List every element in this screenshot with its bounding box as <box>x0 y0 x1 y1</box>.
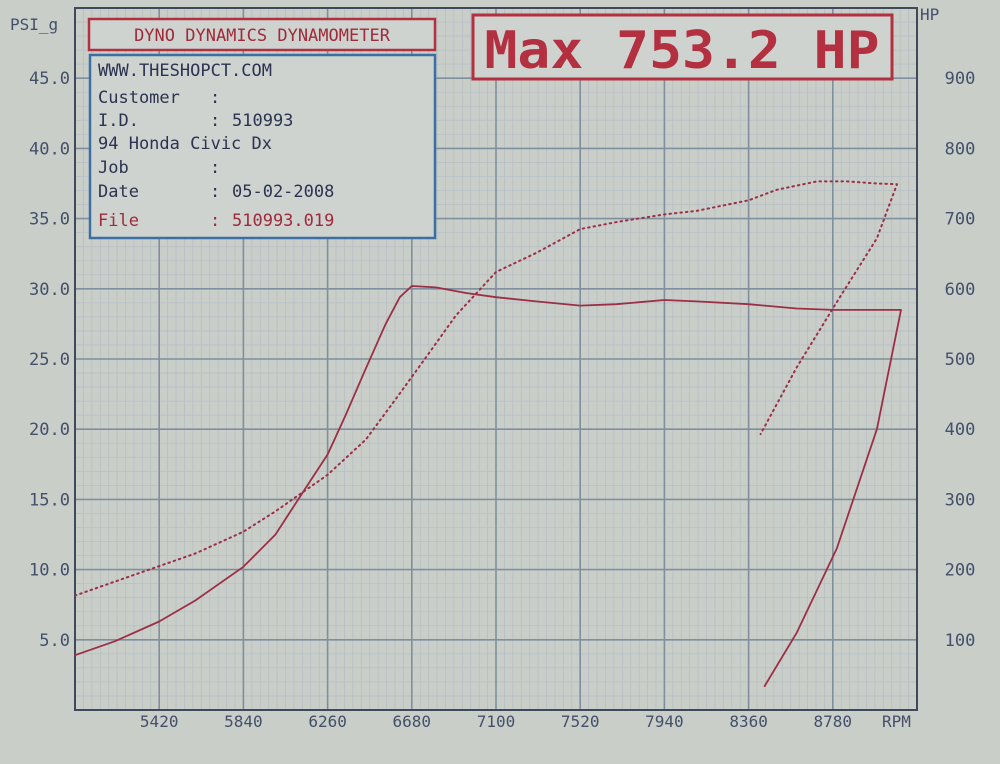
max-hp-text: Max 753.2 HP <box>485 21 880 81</box>
x-unit-label: RPM <box>882 712 911 731</box>
left-tick-label: 10.0 <box>29 561 70 581</box>
date-value: 05-02-2008 <box>232 182 334 202</box>
id-separator: : <box>210 111 220 131</box>
file-label: File <box>98 211 139 231</box>
x-tick-label: 7100 <box>477 712 516 731</box>
right-tick-label: 400 <box>945 420 976 440</box>
series-layer <box>74 180 902 687</box>
left-tick-label: 20.0 <box>29 420 70 440</box>
left-tick-label: 30.0 <box>29 280 70 300</box>
right-tick-label: 700 <box>945 210 976 230</box>
right-tick-label: 300 <box>945 490 976 510</box>
max-hp-box: Max 753.2 HP <box>471 13 894 81</box>
title-box: DYNO DYNAMICS DYNAMOMETER <box>87 17 437 52</box>
customer-label: Customer <box>98 88 180 108</box>
x-tick-label: 6260 <box>308 712 347 731</box>
title-text: DYNO DYNAMICS DYNAMOMETER <box>134 26 391 46</box>
right-axis-label: HP <box>920 5 939 24</box>
x-tick-label: 8360 <box>729 712 768 731</box>
date-label: Date <box>98 182 139 202</box>
left-axis-label: PSI_g <box>10 15 58 34</box>
left-tick-label: 45.0 <box>29 69 70 89</box>
tick-labels: 5420 5840 6260 6680 7100 7520 7940 8360 8780 5.0 1… <box>29 69 975 731</box>
hp-curve <box>74 180 898 597</box>
left-tick-label: 5.0 <box>39 631 70 651</box>
date-separator: : <box>210 182 220 202</box>
website-text: WWW.THESHOPCT.COM <box>98 61 272 81</box>
right-tick-label: 200 <box>945 561 976 581</box>
right-tick-label: 900 <box>945 69 976 89</box>
x-tick-label: 5420 <box>140 712 179 731</box>
info-box: WWW.THESHOPCT.COM Customer : I.D. : 5109… <box>88 53 437 240</box>
right-tick-label: 800 <box>945 139 976 159</box>
right-tick-label: 500 <box>945 350 976 370</box>
boost-curve <box>74 285 902 687</box>
left-tick-label: 35.0 <box>29 210 70 230</box>
file-value: 510993.019 <box>232 211 334 231</box>
id-value: 510993 <box>232 111 293 131</box>
right-tick-label: 600 <box>945 280 976 300</box>
vehicle-text: 94 Honda Civic Dx <box>98 134 272 154</box>
right-tick-label: 100 <box>945 631 976 651</box>
x-tick-label: 8780 <box>814 712 853 731</box>
left-tick-label: 15.0 <box>29 490 70 510</box>
id-label: I.D. <box>98 111 139 131</box>
x-tick-label: 6680 <box>393 712 432 731</box>
job-separator: : <box>210 158 220 178</box>
x-tick-label: 7520 <box>561 712 600 731</box>
left-tick-label: 40.0 <box>29 139 70 159</box>
customer-separator: : <box>210 88 220 108</box>
x-tick-label: 5840 <box>224 712 263 731</box>
left-tick-label: 25.0 <box>29 350 70 370</box>
job-label: Job <box>98 158 129 178</box>
plot-frame <box>74 7 918 711</box>
file-separator: : <box>210 211 220 231</box>
x-tick-label: 7940 <box>645 712 684 731</box>
